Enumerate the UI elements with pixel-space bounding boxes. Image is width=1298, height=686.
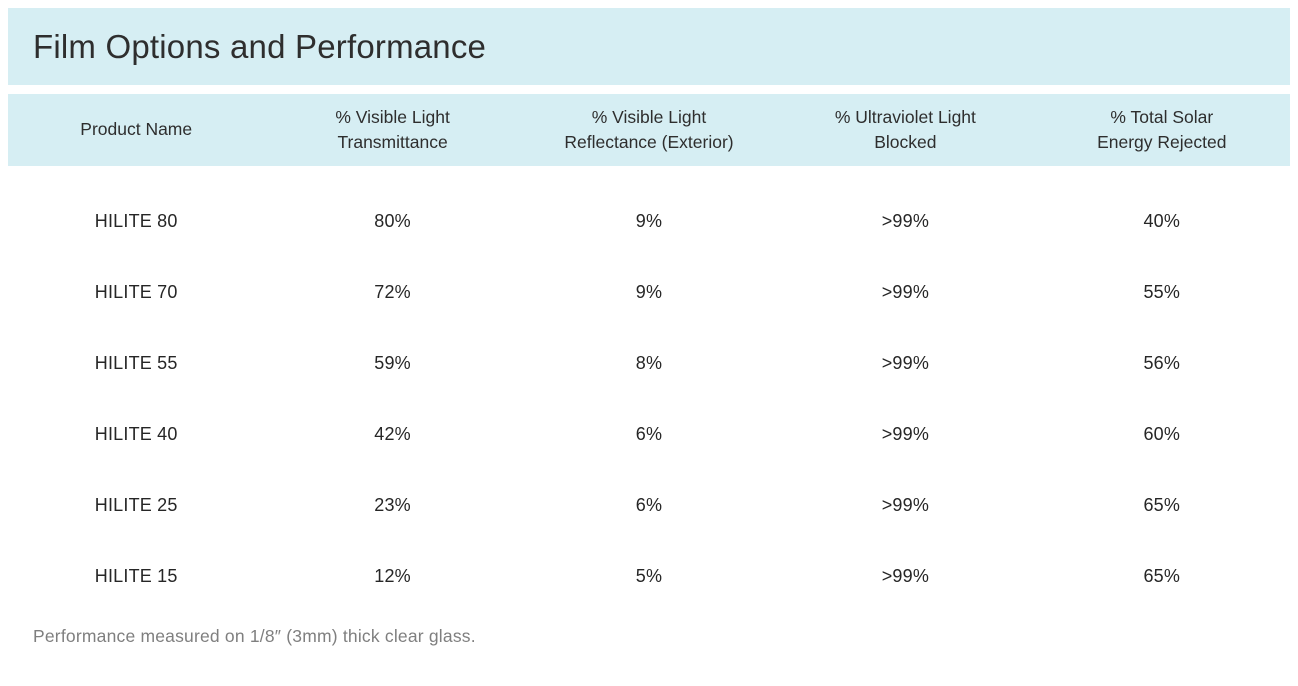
- vlt-cell: 12%: [374, 566, 411, 586]
- reflectance-cell: 8%: [635, 353, 663, 373]
- table-row: HILITE 25 23% 6% >99% 65%: [8, 470, 1290, 541]
- column-header-total-solar-energy-rejected: % Total Solar Energy Rejected: [1097, 106, 1227, 152]
- tser-cell: 56%: [1143, 353, 1181, 373]
- table-row: HILITE 55 59% 8% >99% 56%: [8, 328, 1290, 399]
- table-row: HILITE 15 12% 5% >99% 65%: [8, 541, 1290, 612]
- reflectance-cell: 9%: [635, 211, 663, 231]
- uv-blocked-cell: >99%: [881, 566, 930, 586]
- product-name-cell: HILITE 80: [94, 211, 178, 231]
- table-row: HILITE 80 80% 9% >99% 40%: [8, 186, 1290, 257]
- vlt-cell: 23%: [374, 495, 411, 515]
- product-name-cell: HILITE 40: [94, 424, 178, 444]
- tser-cell: 40%: [1143, 211, 1181, 231]
- product-name-cell: HILITE 15: [94, 566, 178, 586]
- tser-cell: 65%: [1143, 495, 1181, 515]
- vlt-cell: 72%: [374, 282, 411, 302]
- reflectance-cell: 6%: [635, 495, 663, 515]
- uv-blocked-cell: >99%: [881, 424, 930, 444]
- tser-cell: 60%: [1143, 424, 1181, 444]
- table-body: HILITE 80 80% 9% >99% 40% HILITE 70 72% …: [8, 166, 1290, 612]
- title-banner: Film Options and Performance: [8, 8, 1290, 85]
- uv-blocked-cell: >99%: [881, 353, 930, 373]
- product-name-cell: HILITE 55: [94, 353, 178, 373]
- column-header-ultraviolet-light-blocked: % Ultraviolet Light Blocked: [834, 106, 976, 152]
- reflectance-cell: 9%: [635, 282, 663, 302]
- table-header-row: Product Name % Visible Light Transmittan…: [8, 94, 1290, 166]
- uv-blocked-cell: >99%: [881, 211, 930, 231]
- tser-cell: 65%: [1143, 566, 1181, 586]
- product-name-cell: HILITE 25: [94, 495, 178, 515]
- product-name-cell: HILITE 70: [94, 282, 178, 302]
- reflectance-cell: 5%: [635, 566, 663, 586]
- column-header-product-name: Product Name: [80, 119, 193, 140]
- column-header-visible-light-reflectance: % Visible Light Reflectance (Exterior): [564, 106, 734, 152]
- vlt-cell: 42%: [374, 424, 411, 444]
- table-row: HILITE 40 42% 6% >99% 60%: [8, 399, 1290, 470]
- vlt-cell: 59%: [374, 353, 411, 373]
- vlt-cell: 80%: [374, 211, 411, 231]
- reflectance-cell: 6%: [635, 424, 663, 444]
- table-row: HILITE 70 72% 9% >99% 55%: [8, 257, 1290, 328]
- page-title: Film Options and Performance: [33, 27, 487, 65]
- tser-cell: 55%: [1143, 282, 1181, 302]
- banner-gap: [8, 85, 1290, 94]
- uv-blocked-cell: >99%: [881, 282, 930, 302]
- uv-blocked-cell: >99%: [881, 495, 930, 515]
- footnote: Performance measured on 1/8″ (3mm) thick…: [33, 626, 476, 646]
- column-header-visible-light-transmittance: % Visible Light Transmittance: [335, 106, 450, 152]
